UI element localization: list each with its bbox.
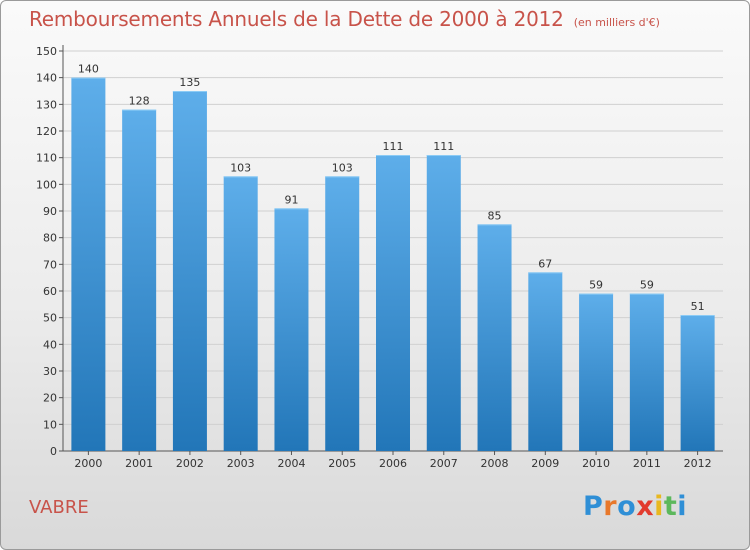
data-label: 135 bbox=[179, 76, 200, 89]
x-tick-label: 2000 bbox=[74, 457, 102, 470]
x-tick-label: 2002 bbox=[176, 457, 204, 470]
y-tick-label: 150 bbox=[36, 45, 57, 58]
x-tick-label: 2004 bbox=[277, 457, 305, 470]
y-tick-label: 20 bbox=[43, 392, 57, 405]
x-tick-label: 2008 bbox=[481, 457, 509, 470]
x-tick-label: 2006 bbox=[379, 457, 407, 470]
y-tick-label: 140 bbox=[36, 72, 57, 85]
place-name: VABRE bbox=[29, 497, 89, 518]
bar bbox=[122, 109, 157, 452]
y-tick-label: 100 bbox=[36, 178, 57, 191]
y-tick-label: 50 bbox=[43, 312, 57, 325]
logo-letter: i bbox=[654, 491, 664, 522]
chart-title: Remboursements Annuels de la Dette de 20… bbox=[29, 7, 660, 31]
y-tick-label: 60 bbox=[43, 285, 57, 298]
y-tick-label: 120 bbox=[36, 125, 57, 138]
proxiti-logo[interactable]: Proxiti bbox=[583, 491, 687, 522]
bar bbox=[223, 176, 258, 452]
x-tick-label: 2009 bbox=[531, 457, 559, 470]
data-label: 91 bbox=[284, 193, 298, 206]
y-tick-label: 90 bbox=[43, 205, 57, 218]
bar bbox=[680, 315, 715, 451]
y-tick-label: 30 bbox=[43, 365, 57, 378]
logo-letter: x bbox=[636, 491, 655, 522]
data-label: 140 bbox=[78, 63, 99, 76]
x-tick-label: 2010 bbox=[582, 457, 610, 470]
bar bbox=[274, 208, 309, 451]
x-tick-label: 2001 bbox=[125, 457, 153, 470]
y-tick-label: 0 bbox=[50, 445, 57, 458]
data-label: 128 bbox=[129, 95, 150, 108]
x-tick-label: 2011 bbox=[633, 457, 661, 470]
bar bbox=[172, 91, 207, 451]
data-label: 59 bbox=[640, 279, 654, 292]
data-label: 103 bbox=[230, 161, 251, 174]
bar bbox=[325, 176, 360, 452]
data-label: 111 bbox=[383, 140, 404, 153]
bar bbox=[528, 272, 563, 451]
x-tick-label: 2007 bbox=[430, 457, 458, 470]
logo-letter: r bbox=[603, 491, 618, 522]
data-label: 59 bbox=[589, 279, 603, 292]
data-label: 51 bbox=[691, 300, 705, 313]
y-tick-label: 80 bbox=[43, 232, 57, 245]
data-label: 85 bbox=[488, 209, 502, 222]
data-label: 103 bbox=[332, 161, 353, 174]
y-tick-label: 10 bbox=[43, 418, 57, 431]
chart-title-text: Remboursements Annuels de la Dette de 20… bbox=[29, 7, 564, 31]
logo-letter: i bbox=[677, 491, 688, 522]
y-tick-label: 70 bbox=[43, 258, 57, 271]
axes: 0 10 20 30 40 50 60 70 80 90 100 110 120 130 140 150 200… bbox=[36, 45, 723, 470]
chart-unit: (en milliers d'€) bbox=[573, 16, 660, 29]
bar bbox=[71, 77, 106, 452]
x-tick-label: 2012 bbox=[684, 457, 712, 470]
bar bbox=[629, 293, 664, 451]
logo-letter: o bbox=[617, 491, 637, 522]
data-label: 67 bbox=[538, 257, 552, 270]
bar bbox=[579, 293, 614, 451]
y-tick-label: 110 bbox=[36, 152, 57, 165]
logo-letter: P bbox=[583, 491, 604, 522]
bars bbox=[71, 77, 715, 452]
bar bbox=[426, 155, 461, 451]
bar bbox=[477, 224, 512, 451]
y-tick-label: 40 bbox=[43, 338, 57, 351]
data-labels: 140 128 135 103 91 103 111 111 85 67 59 59 51 bbox=[78, 63, 705, 313]
bar bbox=[376, 155, 410, 451]
y-tick-label: 130 bbox=[36, 98, 57, 111]
x-tick-label: 2003 bbox=[227, 457, 255, 470]
logo-letter: t bbox=[663, 491, 678, 522]
x-tick-label: 2005 bbox=[328, 457, 356, 470]
data-label: 111 bbox=[433, 140, 454, 153]
